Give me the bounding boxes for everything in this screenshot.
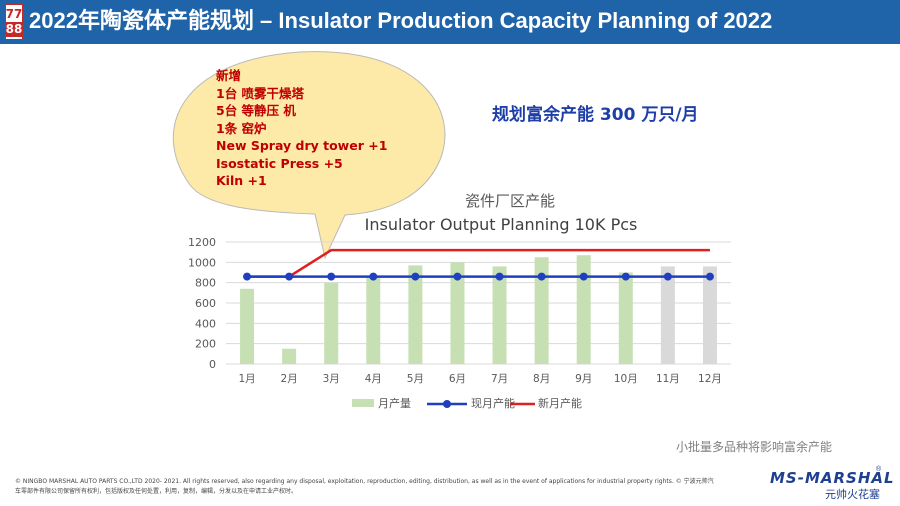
page-title: 2022年陶瓷体产能规划 – Insulator Production Capa…	[29, 8, 773, 33]
bar	[492, 266, 507, 364]
x-tick-label: 7月	[491, 373, 508, 385]
y-tick-label: 200	[195, 338, 216, 351]
callout-line: 1台 喷雾干燥塔	[216, 85, 305, 101]
legend-swatch	[352, 399, 374, 407]
data-point	[327, 272, 336, 281]
line-layer	[243, 248, 714, 281]
bar	[534, 257, 549, 364]
bar	[408, 265, 423, 364]
data-point	[579, 272, 588, 281]
data-point	[369, 272, 378, 281]
x-tick-label: 5月	[407, 373, 424, 385]
data-point	[285, 272, 294, 281]
data-point	[495, 272, 504, 281]
brand-subtitle: 元帅火花塞	[825, 488, 880, 501]
bar	[282, 348, 297, 364]
data-point	[243, 272, 252, 281]
callout-line: Isostatic Press +5	[216, 155, 343, 171]
x-tick-label: 3月	[323, 373, 340, 385]
bar	[576, 255, 591, 364]
copyright-en: © NINGBO MARSHAL AUTO PARTS CO.,LTD 2020…	[15, 478, 674, 485]
bar	[618, 272, 633, 364]
x-tick-label: 2月	[281, 373, 298, 385]
bar	[240, 288, 255, 364]
legend-label: 新月产能	[538, 396, 582, 410]
registered-mark: ®	[876, 466, 882, 473]
x-tick-label: 10月	[614, 373, 638, 385]
data-point	[705, 272, 714, 281]
callout-line: 1条 窑炉	[216, 120, 267, 136]
brand-logo: MS-MARSHAL 元帅火花塞	[770, 469, 895, 502]
bar-layer	[240, 255, 717, 364]
series-line-new-capacity	[247, 248, 710, 278]
legend-label: 现月产能	[471, 396, 515, 410]
y-tick-label: 600	[195, 297, 216, 310]
x-tick-label: 9月	[575, 373, 592, 385]
axis-layer: 0 200 400 600 800 1000 1200 1月 2月 3月 4月 5月 6月 7月 8月 9月 1…	[188, 236, 722, 385]
data-point	[621, 272, 630, 281]
x-tick-label: 11月	[656, 373, 680, 385]
y-tick-label: 0	[209, 358, 216, 371]
callout-line: 5台 等静压 机	[216, 103, 296, 118]
callout-text: 新增 1台 喷雾干燥塔 5台 等静压 机 1条 窑炉 New Spray dry…	[216, 67, 387, 190]
x-tick-label: 1月	[238, 373, 255, 385]
copyright-cn: © 宁波元帅汽车零部件有限公司保留所有权利，包括版权及任何处置，利用，复制，编辑…	[15, 478, 714, 495]
logo-bottom-number: 88	[4, 22, 24, 37]
legend-marker	[443, 400, 451, 408]
callout-line: New Spray dry tower +1	[216, 138, 388, 153]
chart-title: 瓷件厂区产能	[465, 192, 555, 210]
y-tick-label: 400	[195, 317, 216, 330]
header-bar: 77 88 2022年陶瓷体产能规划 – Insulator Productio…	[0, 0, 900, 44]
data-point	[411, 272, 420, 281]
note-text: 小批量多品种将影响富余产能	[676, 440, 833, 454]
legend: 月产量 现月产能 新月产能	[352, 396, 582, 410]
bar	[324, 282, 339, 364]
x-tick-label: 8月	[533, 373, 550, 385]
bar	[660, 266, 675, 364]
surplus-capacity-text: 规划富余产能 300 万只/月	[492, 105, 699, 125]
y-tick-label: 800	[195, 277, 216, 290]
callout-line: Kiln +1	[216, 173, 267, 188]
callout-line: 新增	[216, 68, 242, 83]
chart-subtitle: Insulator Output Planning 10K Pcs	[365, 215, 638, 234]
brand-name: MS-MARSHAL	[770, 469, 895, 487]
x-tick-label: 12月	[698, 373, 722, 385]
data-point	[537, 272, 546, 281]
bar	[450, 262, 465, 364]
x-tick-label: 6月	[449, 373, 466, 385]
bar	[366, 277, 381, 364]
y-tick-label: 1000	[188, 256, 216, 269]
legend-label: 月产量	[378, 396, 411, 410]
grid-layer	[226, 241, 731, 365]
data-point	[663, 272, 672, 281]
y-tick-label: 1200	[188, 236, 216, 249]
bar	[702, 266, 717, 364]
logo-top-number: 77	[5, 7, 23, 21]
footer-copyright: © NINGBO MARSHAL AUTO PARTS CO.,LTD 2020…	[15, 477, 715, 497]
x-tick-label: 4月	[365, 373, 382, 385]
callout-shape	[172, 51, 446, 260]
data-point	[453, 272, 462, 281]
company-logo: 77 88	[4, 4, 24, 40]
